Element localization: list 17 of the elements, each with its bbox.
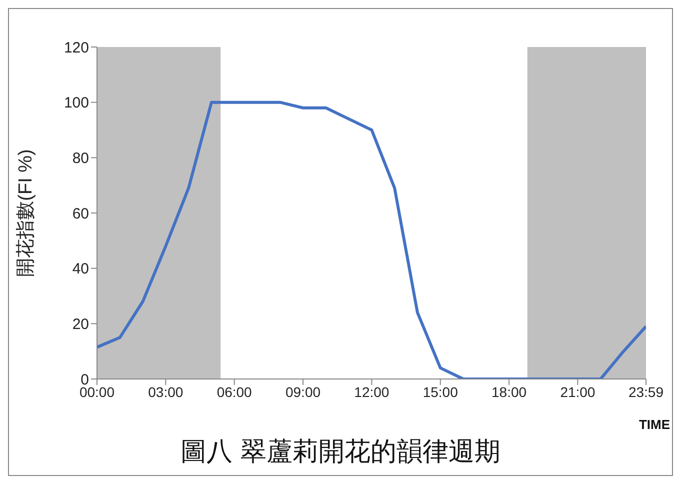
x-tick-label: 15:00 xyxy=(422,384,458,400)
x-tick-label: 12:00 xyxy=(354,384,390,400)
x-tick-label: 21:00 xyxy=(560,384,596,400)
x-tick-label: 06:00 xyxy=(216,384,252,400)
y-tick-label: 120 xyxy=(64,39,89,56)
x-tick-label: 03:00 xyxy=(148,384,184,400)
y-tick-label: 20 xyxy=(72,316,89,333)
y-axis-title: 開花指數(FI %) xyxy=(16,149,37,277)
y-tick-label: 40 xyxy=(72,260,89,278)
x-tick-label: 09:00 xyxy=(285,384,321,400)
x-tick-label: 18:00 xyxy=(492,384,527,400)
y-tick-label: 100 xyxy=(64,94,89,112)
y-tick-label: 80 xyxy=(72,150,89,167)
y-tick-label: 60 xyxy=(72,205,89,222)
x-axis-title: TIME xyxy=(638,417,670,432)
text: 圖八 翠蘆莉開花的韻律週期 xyxy=(179,436,502,469)
x-tick-label: 23:59 xyxy=(628,384,664,400)
